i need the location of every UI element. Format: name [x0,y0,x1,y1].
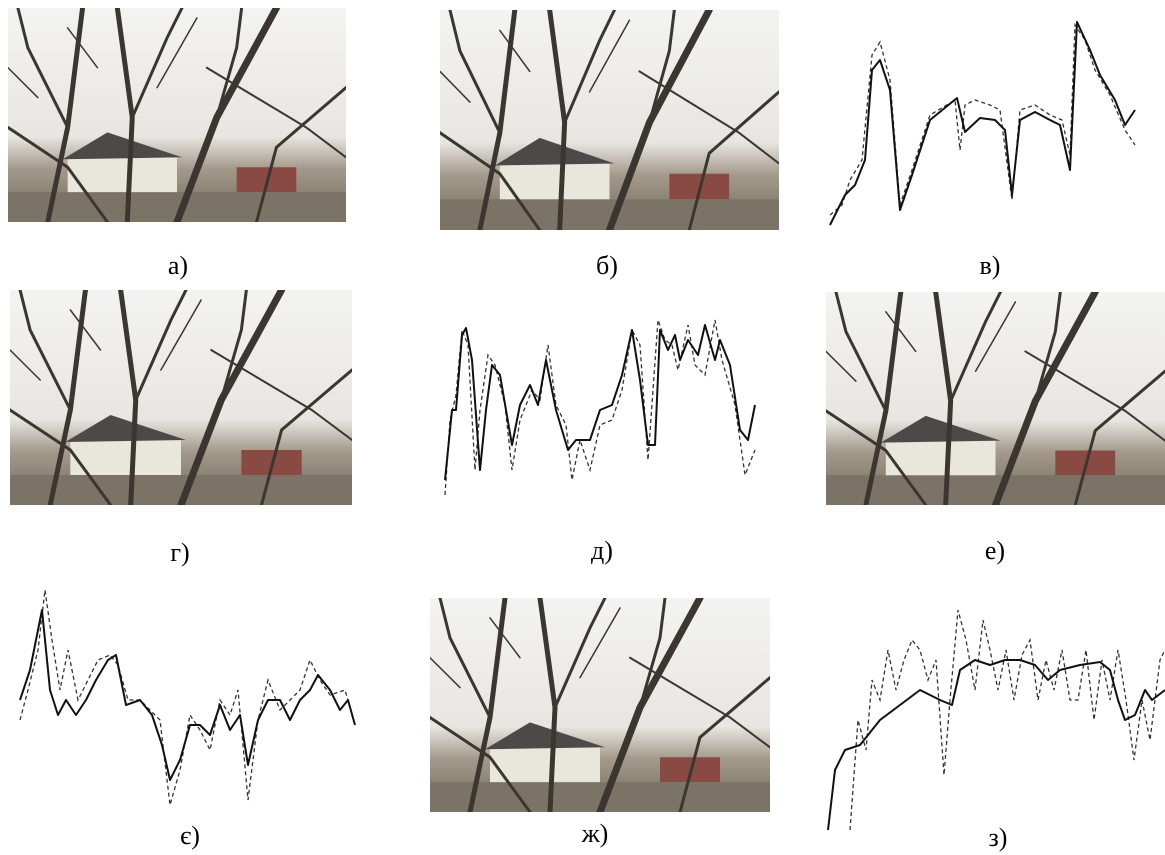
photo [430,598,770,812]
panel-label: б) [596,251,618,280]
plot [19,589,356,806]
photo [10,290,352,505]
photo [826,292,1165,505]
plot [827,609,1165,831]
panel-label: е) [985,536,1005,565]
panel-label: в) [980,251,1001,280]
plot [829,21,1136,226]
panel-label: є) [180,821,200,850]
panel-label: д) [591,536,613,565]
photo [440,10,779,230]
panel-label: г) [170,538,189,567]
plot [444,319,756,496]
panel-label: з) [989,823,1008,852]
panel-label: а) [168,251,188,280]
panel-label: ж) [581,819,609,848]
photo [8,8,346,222]
